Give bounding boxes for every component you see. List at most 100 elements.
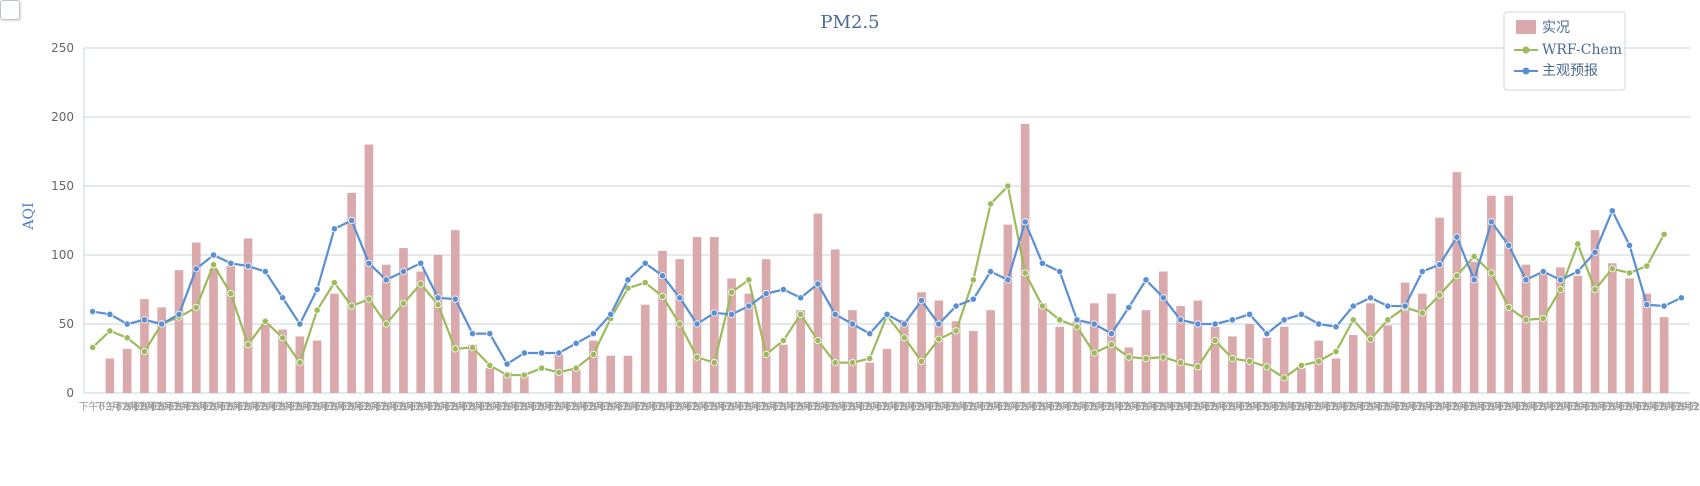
- point: [1246, 357, 1254, 365]
- bar: [1366, 303, 1375, 393]
- x-tick-label: 下午02月20日: [1650, 400, 1700, 413]
- point: [1677, 294, 1685, 302]
- point: [140, 347, 149, 356]
- bar: [1176, 306, 1185, 393]
- point: [969, 276, 977, 284]
- bar: [1193, 300, 1203, 393]
- y-axis-ticks: 0 50 100 150 200 250: [51, 41, 74, 400]
- bar: [761, 259, 771, 393]
- bar: [1003, 224, 1013, 393]
- point: [1073, 323, 1081, 331]
- point: [520, 349, 528, 357]
- x-tick-label: 下午02月20日: [1097, 400, 1162, 413]
- grid-lines: [83, 47, 1690, 394]
- point: [1142, 276, 1150, 284]
- x-tick-label: 下午02月20日: [1218, 400, 1283, 413]
- point: [1487, 269, 1496, 277]
- x-tick-label: 下午02月20日: [1495, 400, 1560, 413]
- legend-item-subjective[interactable]: 主观预报: [1514, 63, 1598, 79]
- x-tick-label: 下午02月20日: [700, 400, 765, 413]
- point: [641, 259, 649, 267]
- x-tick-label: 下午02月20日: [1115, 400, 1180, 413]
- bar: [157, 307, 167, 393]
- x-tick-label: 下午02月20日: [234, 400, 299, 413]
- y-tick-label: 250: [51, 41, 74, 55]
- bar: [243, 238, 253, 393]
- x-tick-label: 下午02月20日: [1512, 400, 1577, 413]
- x-tick-label: 下午02月20日: [148, 400, 213, 413]
- point: [451, 295, 459, 303]
- legend-label-subjective: 主观预报: [1542, 63, 1598, 79]
- bar: [1383, 325, 1393, 393]
- point: [486, 330, 494, 338]
- point: [745, 302, 753, 310]
- bar: [1625, 278, 1634, 393]
- bar: [278, 329, 287, 393]
- point: [106, 327, 114, 335]
- x-tick-label: 下午02月20日: [165, 400, 230, 413]
- point: [848, 359, 857, 367]
- bar: [1607, 263, 1617, 393]
- point: [503, 371, 511, 379]
- point: [451, 345, 459, 353]
- point: [1418, 309, 1426, 317]
- x-tick-label: 下午02月20日: [217, 400, 282, 413]
- point: [1263, 363, 1271, 371]
- point: [1211, 336, 1219, 345]
- point: [399, 299, 408, 307]
- point: [192, 265, 200, 273]
- point: [1643, 301, 1651, 309]
- point: [762, 290, 770, 298]
- point: [348, 216, 356, 225]
- bar: [1158, 271, 1168, 393]
- legend-item-wrf-chem[interactable]: WRF-Chem: [1514, 42, 1622, 58]
- bar: [640, 304, 650, 393]
- bar: [830, 249, 840, 393]
- legend-marker-wrf-chem: [1522, 46, 1530, 54]
- point: [1159, 353, 1167, 361]
- bar: [1072, 321, 1082, 393]
- bar: [1210, 326, 1220, 393]
- x-tick-label: 下午02月20日: [251, 400, 316, 413]
- x-tick-label: 下午02月20日: [1305, 400, 1370, 413]
- bar: [899, 319, 909, 393]
- x-tick-label: 下午02月20日: [769, 400, 834, 413]
- series-lines: [89, 182, 1685, 382]
- x-tick-label: 下午02月20日: [562, 400, 627, 413]
- bar: [882, 348, 892, 393]
- point: [866, 354, 874, 363]
- x-tick-label: 下午02月20日: [303, 400, 368, 413]
- x-tick-label: 下午02月20日: [1167, 400, 1232, 413]
- point: [1436, 261, 1444, 269]
- point: [1211, 320, 1219, 328]
- point: [848, 320, 857, 328]
- point: [330, 278, 338, 287]
- x-tick-label: 下午02月20日: [286, 400, 351, 413]
- bar: [848, 310, 857, 393]
- point: [1539, 314, 1547, 323]
- point: [1608, 207, 1616, 215]
- x-tick-label: 下午02月20日: [718, 400, 783, 413]
- x-tick-label: 下午02月20日: [1063, 400, 1128, 413]
- point: [555, 368, 563, 376]
- x-tick-label: 下午02月20日: [942, 400, 1007, 413]
- point: [1522, 276, 1530, 284]
- point: [1142, 354, 1150, 363]
- point: [1263, 330, 1271, 338]
- point: [278, 334, 287, 342]
- legend-label-wrf-chem: WRF-Chem: [1542, 42, 1622, 58]
- chart-title: PM2.5: [820, 12, 879, 33]
- y-tick-label: 0: [66, 386, 74, 400]
- legend-item-observed[interactable]: 实况: [1516, 20, 1570, 36]
- x-tick-label: 下午02月20日: [1046, 400, 1111, 413]
- x-tick-label: 下午02月20日: [407, 400, 472, 413]
- point: [900, 334, 908, 342]
- bar: [1055, 326, 1065, 393]
- corner-checkbox[interactable]: [0, 0, 20, 20]
- x-tick-label: 下午02月20日: [1477, 400, 1542, 413]
- bar: [330, 293, 339, 393]
- point: [831, 359, 839, 367]
- point: [1574, 240, 1582, 248]
- point: [917, 296, 926, 305]
